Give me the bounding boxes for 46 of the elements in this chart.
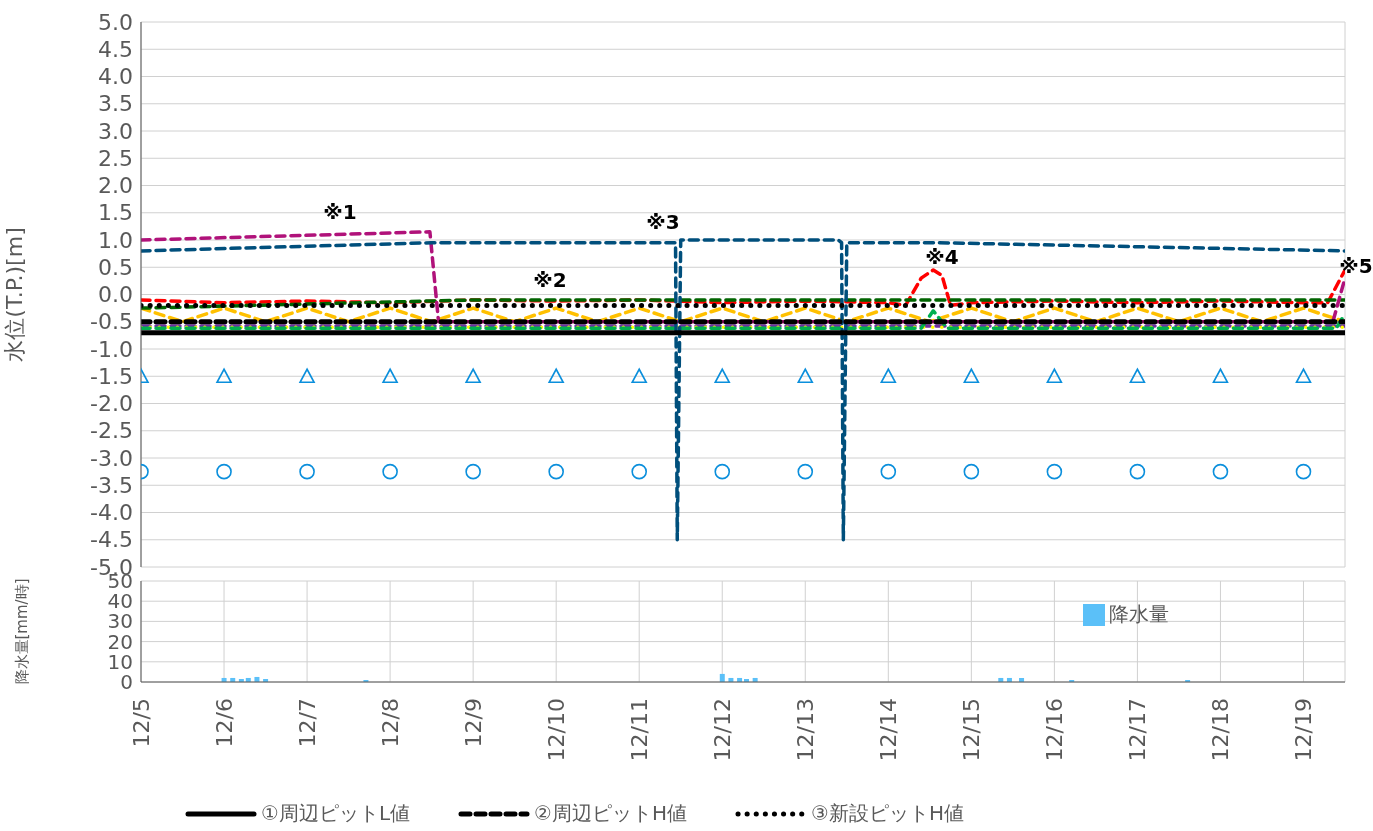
x-tick-label: 12/9 (460, 698, 486, 748)
x-tick-label: 12/17 (1124, 698, 1150, 762)
y-axis-title: 降水量[mm/時] (13, 578, 32, 685)
y-tick-label: -3.5 (90, 472, 133, 498)
y-tick-label: 0.0 (98, 282, 133, 307)
x-tick-label: 12/11 (626, 698, 652, 762)
y-tick-label: -4.5 (90, 527, 133, 553)
y-tick-label: -3.0 (90, 445, 133, 471)
y-tick-label: 4.5 (98, 36, 133, 62)
y-tick-label: -0.5 (90, 309, 133, 335)
y-tick-label: 1.5 (98, 200, 133, 226)
y-tick-label: 2.0 (98, 173, 133, 198)
annotation: ※4 (925, 245, 959, 269)
legend-label: ③新設ピットH値 (811, 800, 965, 827)
legend-label: ①周辺ピットL値 (261, 800, 411, 827)
y-tick-label: 3.0 (98, 118, 133, 144)
annotation: ※5 (1339, 254, 1373, 278)
annotation: ※1 (323, 200, 357, 224)
x-tick-label: 12/7 (294, 698, 320, 748)
legend-label: ②周辺ピットH値 (534, 800, 688, 827)
x-tick-label: 12/18 (1207, 698, 1233, 762)
x-tick-label: 12/12 (709, 698, 735, 762)
y-tick-label: 0.5 (98, 254, 133, 280)
x-tick-label: 12/16 (1041, 698, 1067, 762)
y-tick-label: 3.5 (98, 91, 133, 117)
y-tick-label: -2.5 (90, 418, 133, 444)
x-tick-label: 12/6 (211, 698, 237, 748)
y-tick-label: -1.0 (90, 336, 133, 362)
x-tick-label: 12/15 (958, 698, 984, 762)
y-axis-title: 水位(T.P.)[m] (1, 227, 27, 362)
x-tick-label: 12/10 (543, 698, 569, 762)
annotation: ※2 (533, 268, 567, 292)
legend-label: 降水量 (1109, 601, 1169, 628)
x-tick-label: 12/14 (875, 698, 901, 762)
y-tick-label: 2.5 (98, 145, 133, 171)
x-tick-label: 12/19 (1290, 698, 1316, 762)
y-tick-label: 4.0 (98, 64, 133, 89)
x-tick-label: 12/13 (792, 698, 818, 762)
y-tick-label: 1.0 (98, 227, 133, 253)
x-tick-label: 12/5 (128, 698, 154, 748)
y-tick-label: 5.0 (98, 9, 133, 35)
y-tick-label: -2.0 (90, 391, 133, 416)
annotation: ※3 (646, 210, 680, 234)
x-tick-label: 12/8 (377, 698, 403, 748)
y-tick-label: -4.0 (90, 500, 133, 525)
y-tick-label: -1.5 (90, 363, 133, 389)
